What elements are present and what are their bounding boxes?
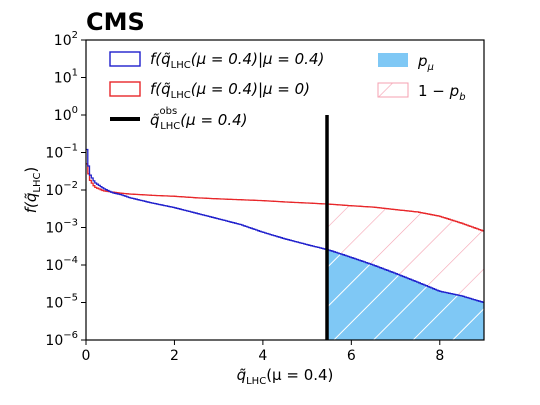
y-axis-label: f(q̃LHC) bbox=[22, 167, 43, 214]
y-tick-label: 10−4 bbox=[45, 255, 78, 274]
x-axis-label: q̃LHC(μ = 0.4) bbox=[237, 366, 334, 387]
y-tick-label: 10−5 bbox=[45, 293, 78, 312]
legend-swatch-bg bbox=[109, 81, 141, 97]
y-axis-ticks: 10−6 10−5 10−4 10−3 10−2 10−1 100 101 102 bbox=[45, 30, 86, 349]
y-tick-label: 100 bbox=[54, 105, 78, 124]
legend: f(q̃LHC(μ = 0.4)|μ = 0.4) f(q̃LHC(μ = 0.… bbox=[109, 50, 466, 132]
x-axis-ticks: 0 2 4 6 8 bbox=[82, 340, 444, 364]
legend-label-obs: q̃obs LHC(μ = 0.4) bbox=[150, 106, 248, 132]
legend-label-bg: f(q̃LHC(μ = 0.4)|μ = 0) bbox=[150, 80, 310, 101]
y-tick-label: 102 bbox=[54, 30, 78, 49]
y-tick-label: 10−1 bbox=[45, 143, 78, 162]
series-lines bbox=[86, 148, 484, 303]
x-tick-label: 4 bbox=[258, 348, 267, 364]
x-tick-label: 0 bbox=[82, 348, 91, 364]
legend-swatch-pmu bbox=[378, 53, 408, 67]
series-line-mu-0-4 bbox=[86, 148, 484, 303]
legend-swatch-sb bbox=[109, 51, 141, 67]
brand-label: CMS bbox=[86, 8, 145, 36]
legend-label-sb: f(q̃LHC(μ = 0.4)|μ = 0.4) bbox=[150, 50, 324, 71]
series-line-mu-0 bbox=[86, 163, 484, 232]
legend-label-pmu: pμ bbox=[417, 52, 434, 73]
y-tick-label: 10−2 bbox=[45, 180, 78, 199]
x-tick-label: 8 bbox=[435, 348, 444, 364]
legend-label-1mpb: 1 − pb bbox=[418, 82, 466, 103]
y-tick-label: 10−3 bbox=[45, 218, 78, 237]
y-tick-label: 10−6 bbox=[45, 330, 78, 349]
y-tick-label: 101 bbox=[54, 68, 78, 87]
legend-swatch-1mpb bbox=[377, 82, 409, 98]
tail-regions bbox=[327, 204, 484, 340]
p-mu-area-hatch bbox=[327, 249, 484, 340]
x-tick-label: 6 bbox=[347, 348, 356, 364]
x-tick-label: 2 bbox=[170, 348, 179, 364]
